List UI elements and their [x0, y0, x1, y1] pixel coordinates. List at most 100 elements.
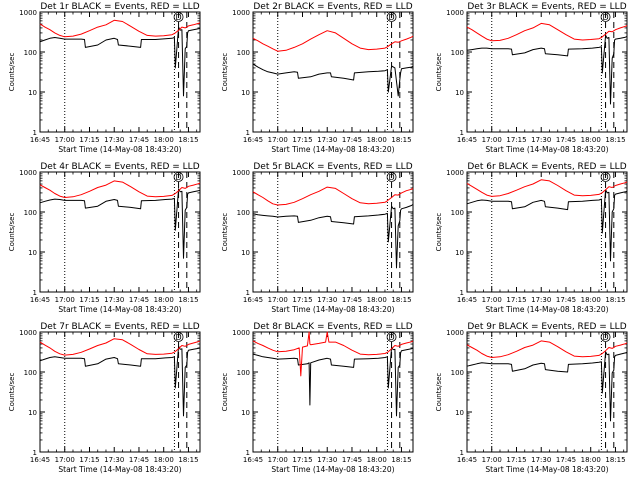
y-tick-label: 10	[241, 89, 250, 97]
annotation-label: D	[388, 13, 394, 22]
annotation-circle	[173, 12, 184, 22]
x-tick-label: 17:00	[482, 456, 502, 464]
x-tick-label: 16:45	[30, 456, 50, 464]
y-tick-label: 1000	[446, 9, 464, 17]
x-tick-label: 17:15	[292, 136, 312, 144]
x-tick-label: 17:15	[506, 296, 526, 304]
x-tick-label: 17:00	[268, 296, 288, 304]
y-axis-label: Counts/sec	[8, 53, 16, 92]
x-tick-label: 17:45	[556, 136, 576, 144]
lld-series-line	[252, 30, 414, 52]
x-tick-label: 18:00	[581, 296, 601, 304]
x-tick-label: 18:15	[605, 136, 625, 144]
x-tick-label: 17:30	[104, 136, 124, 144]
x-tick-label: 17:45	[342, 456, 362, 464]
y-tick-label: 1000	[19, 9, 37, 17]
x-tick-label: 16:45	[243, 456, 263, 464]
x-tick-label: 16:45	[457, 296, 477, 304]
x-tick-label: 17:15	[506, 136, 526, 144]
detector-panel: Det 1r BLACK = Events, RED = LLD 1 10 100 10…	[8, 2, 201, 154]
y-axis-label: Counts/sec	[8, 373, 16, 412]
x-tick-label: 17:15	[292, 296, 312, 304]
x-tick-label: 17:45	[556, 456, 576, 464]
annotation-circle	[173, 172, 184, 182]
annotation-label: D	[388, 333, 394, 342]
events-series-line	[252, 346, 414, 417]
detector-panel: Det 3r BLACK = Events, RED = LLD 1 10 100 10…	[435, 2, 628, 154]
events-series-line	[39, 26, 201, 97]
y-tick-label: 10	[455, 409, 464, 417]
events-series-line	[466, 34, 628, 105]
x-tick-label: 17:30	[317, 456, 337, 464]
x-tick-label: 18:15	[605, 456, 625, 464]
x-tick-label: 18:00	[581, 136, 601, 144]
plot-frame	[466, 11, 628, 133]
x-tick-label: 17:30	[104, 456, 124, 464]
lld-series-line	[39, 19, 201, 38]
y-tick-label: 1	[246, 289, 250, 297]
panel-title: Det 2r BLACK = Events, RED = LLD	[253, 2, 412, 12]
x-tick-label: 17:30	[531, 456, 551, 464]
y-axis-label: Counts/sec	[221, 373, 229, 412]
y-tick-label: 100	[237, 49, 250, 57]
x-tick-label: 17:30	[317, 296, 337, 304]
annotation-circle	[600, 172, 611, 182]
annotation-label: D	[175, 333, 181, 342]
y-axis-label: Counts/sec	[221, 213, 229, 252]
annotation-label: D	[602, 333, 608, 342]
x-tick-label: 17:45	[129, 136, 149, 144]
x-tick-label: 16:45	[243, 296, 263, 304]
x-tick-label: 16:45	[30, 136, 50, 144]
detector-panel: Det 4r BLACK = Events, RED = LLD 1 10 100 10…	[8, 162, 201, 314]
x-tick-label: 17:45	[129, 456, 149, 464]
detector-panel: Det 5r BLACK = Events, RED = LLD 1 10 100 10…	[221, 162, 414, 314]
y-tick-label: 1000	[232, 169, 250, 177]
x-axis-label: Start Time (14-May-08 18:43:20)	[58, 465, 181, 474]
y-tick-label: 10	[241, 249, 250, 257]
x-axis-label: Start Time (14-May-08 18:43:20)	[58, 145, 181, 154]
x-tick-label: 18:15	[391, 456, 411, 464]
x-axis-label: Start Time (14-May-08 18:43:20)	[485, 145, 608, 154]
y-tick-label: 1000	[19, 329, 37, 337]
y-tick-label: 100	[237, 209, 250, 217]
lld-series-line	[466, 22, 628, 42]
x-tick-label: 17:30	[104, 296, 124, 304]
detector-panel: Det 7r BLACK = Events, RED = LLD 1 10 100 10…	[8, 322, 201, 474]
annotation-label: D	[175, 173, 181, 182]
panel-title: Det 8r BLACK = Events, RED = LLD	[253, 322, 412, 332]
y-tick-label: 100	[24, 49, 37, 57]
annotation-label: D	[602, 13, 608, 22]
y-tick-label: 1	[460, 449, 464, 457]
plot-frame	[252, 11, 414, 133]
detector-panel: Det 6r BLACK = Events, RED = LLD 1 10 100 10…	[435, 162, 628, 314]
y-axis-label: Counts/sec	[435, 373, 443, 412]
events-series-line	[252, 203, 414, 269]
x-tick-label: 17:30	[531, 296, 551, 304]
y-tick-label: 1	[246, 449, 250, 457]
x-tick-label: 17:15	[506, 456, 526, 464]
x-axis-label: Start Time (14-May-08 18:43:20)	[485, 305, 608, 314]
x-tick-label: 16:45	[243, 136, 263, 144]
detector-panel: Det 8r BLACK = Events, RED = LLD 1 10 100 10…	[221, 322, 414, 474]
y-tick-label: 100	[451, 209, 464, 217]
x-axis-label: Start Time (14-May-08 18:43:20)	[58, 305, 181, 314]
annotation-circle	[173, 332, 184, 342]
events-series-line	[252, 63, 414, 97]
panel-title: Det 5r BLACK = Events, RED = LLD	[253, 162, 412, 172]
x-tick-label: 17:00	[55, 296, 75, 304]
x-tick-label: 18:15	[178, 456, 198, 464]
x-tick-label: 17:00	[268, 136, 288, 144]
x-tick-label: 17:00	[482, 296, 502, 304]
y-axis-label: Counts/sec	[8, 213, 16, 252]
y-tick-label: 100	[237, 369, 250, 377]
annotation-label: D	[602, 173, 608, 182]
x-axis-label: Start Time (14-May-08 18:43:20)	[271, 305, 394, 314]
x-tick-label: 17:45	[129, 296, 149, 304]
y-tick-label: 1	[460, 129, 464, 137]
lld-series-line	[252, 331, 414, 377]
y-tick-label: 1000	[232, 9, 250, 17]
y-tick-label: 10	[241, 409, 250, 417]
x-tick-label: 18:00	[367, 456, 387, 464]
events-series-line	[39, 345, 201, 417]
